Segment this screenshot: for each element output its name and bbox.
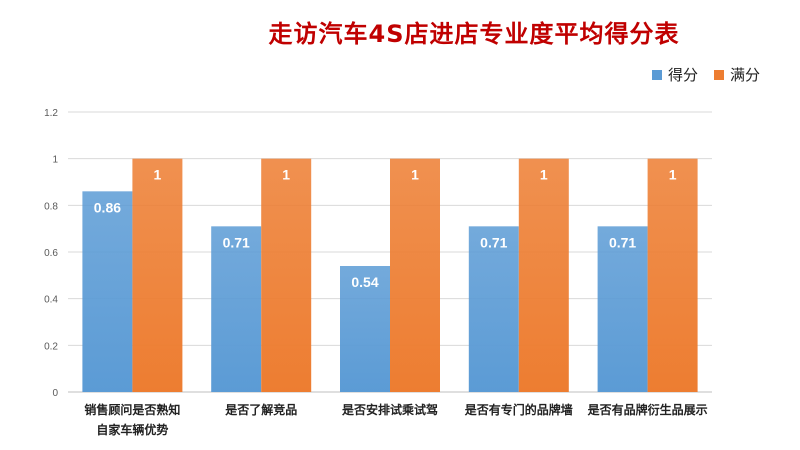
x-tick-label: 是否有品牌衍生品展示 (587, 402, 708, 417)
data-label: 1 (154, 167, 162, 183)
legend-swatch-score (651, 69, 662, 80)
data-label: 0.71 (223, 234, 250, 250)
x-tick-label: 自家车辆优势 (96, 422, 168, 437)
chart-legend: 得分 满分 (651, 64, 760, 85)
x-tick-label: 销售顾问是否熟知 (84, 402, 180, 417)
legend-swatch-full (713, 69, 724, 80)
data-label: 1 (669, 167, 677, 183)
bar-score (82, 191, 133, 392)
data-label: 1 (411, 167, 419, 183)
data-label: 1 (540, 167, 548, 183)
legend-label-full: 满分 (729, 66, 760, 84)
x-tick-label: 是否有专门的品牌墙 (464, 402, 573, 417)
bar-score (468, 226, 519, 392)
y-tick-label: 0.6 (44, 248, 58, 259)
bar-full (518, 158, 569, 392)
legend-item-score: 得分 (651, 64, 698, 85)
bar-score (211, 226, 262, 392)
bar-full (132, 158, 183, 392)
data-label: 0.71 (609, 234, 636, 250)
x-tick-label: 是否了解竞品 (224, 402, 297, 417)
data-label: 0.71 (480, 234, 507, 250)
bar-score (340, 266, 390, 392)
data-label: 0.54 (351, 274, 378, 290)
chart-title: 走访汽车4S店进店专业度平均得分表 (268, 20, 680, 48)
y-tick-label: 0.8 (44, 201, 58, 212)
data-label: 0.86 (94, 199, 121, 215)
bar-full (261, 158, 312, 392)
legend-item-full: 满分 (713, 64, 760, 85)
bar-full (390, 158, 440, 392)
y-tick-label: 0.2 (44, 341, 58, 352)
legend-label-score: 得分 (667, 66, 698, 84)
y-tick-label: 0 (52, 388, 58, 399)
y-tick-label: 1.2 (44, 108, 58, 119)
bar-full (647, 158, 698, 392)
bar-score (597, 226, 648, 392)
y-tick-label: 1 (52, 155, 58, 166)
data-label: 1 (282, 167, 290, 183)
x-tick-label: 是否安排试乘试驾 (341, 402, 438, 417)
y-tick-label: 0.4 (44, 295, 58, 306)
